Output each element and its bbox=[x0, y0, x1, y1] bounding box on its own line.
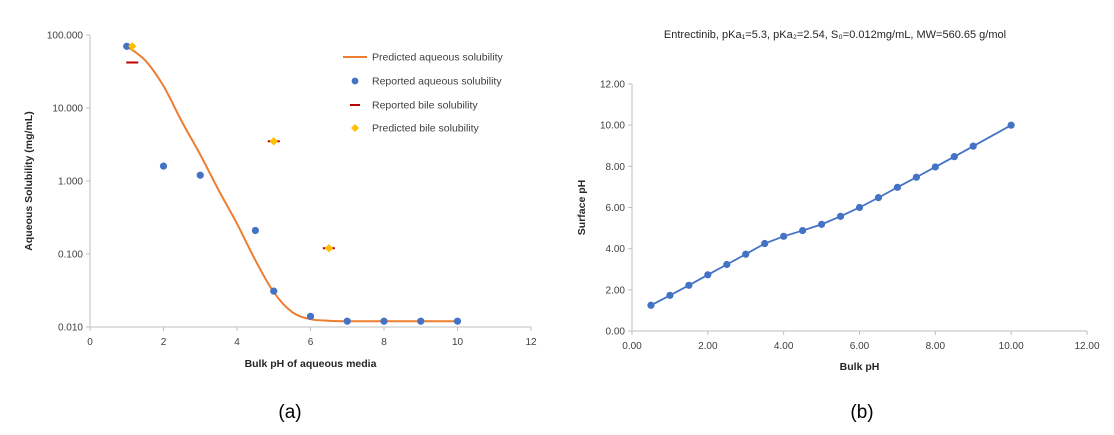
surface-ph-point bbox=[855, 203, 864, 212]
y-tick-label: 0.010 bbox=[58, 323, 83, 334]
legend-label: Predicted aqueous solubility bbox=[372, 52, 503, 64]
y-tick-label: 100.000 bbox=[47, 31, 84, 42]
y-tick-label: 10.00 bbox=[600, 121, 625, 132]
x-tick-label: 8.00 bbox=[926, 341, 946, 352]
surface-ph-chart: Entrectinib, pKa₁=5.3, pKa₂=2.54, S₀=0.0… bbox=[576, 29, 1100, 423]
y-tick-label: 0.00 bbox=[606, 327, 626, 338]
legend-label: Reported aqueous solubility bbox=[372, 76, 502, 88]
x-tick-label: 4 bbox=[234, 337, 240, 348]
x-tick-label: 12 bbox=[525, 337, 537, 348]
predicted-bile-point bbox=[269, 137, 278, 146]
panel-label: (a) bbox=[278, 402, 301, 423]
predicted-aqueous-solubility-line bbox=[126, 45, 458, 323]
reported-aqueous-point bbox=[196, 171, 204, 179]
surface-ph-point bbox=[817, 220, 826, 228]
x-tick-label: 4.00 bbox=[774, 341, 794, 352]
x-axis-title: Bulk pH bbox=[840, 361, 880, 373]
surface-ph-point bbox=[742, 250, 750, 258]
x-tick-label: 2 bbox=[161, 337, 167, 348]
surface-ph-point bbox=[874, 194, 883, 202]
reported-aqueous-point bbox=[159, 162, 168, 170]
y-axis-title: Aqueous Solubility (mg/mL) bbox=[23, 111, 35, 250]
reported-aqueous-point bbox=[270, 287, 278, 295]
surface-ph-point bbox=[685, 281, 693, 289]
surface-ph-point bbox=[950, 153, 958, 161]
y-tick-label: 0.100 bbox=[58, 250, 83, 261]
reported-aqueous-point bbox=[453, 317, 462, 325]
reported-aqueous-point bbox=[306, 312, 315, 320]
x-tick-label: 0 bbox=[87, 337, 93, 348]
surface-ph-point bbox=[666, 291, 674, 299]
surface-ph-point bbox=[761, 239, 769, 248]
x-tick-label: 12.00 bbox=[1074, 341, 1099, 352]
reported-aqueous-point bbox=[380, 317, 388, 325]
y-tick-label: 6.00 bbox=[606, 203, 626, 214]
surface-ph-point bbox=[647, 301, 655, 309]
x-tick-label: 6 bbox=[308, 337, 314, 348]
surface-ph-line bbox=[650, 124, 1012, 307]
x-tick-label: 10 bbox=[452, 337, 464, 348]
surface-ph-point bbox=[912, 173, 920, 181]
legend-label: Reported bile solubility bbox=[372, 100, 478, 112]
surface-ph-point bbox=[836, 212, 845, 220]
y-tick-label: 2.00 bbox=[606, 285, 626, 296]
chart-title: Entrectinib, pKa₁=5.3, pKa₂=2.54, S₀=0.0… bbox=[664, 29, 1006, 41]
legend-diamond-swatch bbox=[351, 124, 359, 132]
x-axis-title: Bulk pH of aqueous media bbox=[245, 358, 377, 370]
surface-ph-point bbox=[969, 142, 977, 150]
reported-aqueous-point bbox=[417, 317, 425, 325]
surface-ph-point bbox=[1007, 121, 1015, 129]
surface-ph-point bbox=[704, 271, 712, 279]
y-tick-label: 12.00 bbox=[600, 80, 625, 91]
reported-aqueous-point bbox=[343, 317, 351, 325]
y-axis-title: Surface pH bbox=[576, 180, 588, 235]
legend-label: Predicted bile solubility bbox=[372, 123, 480, 135]
y-tick-label: 1.000 bbox=[58, 177, 83, 188]
y-tick-label: 8.00 bbox=[606, 162, 626, 173]
panel-label: (b) bbox=[850, 402, 873, 423]
surface-ph-point bbox=[931, 163, 939, 171]
surface-ph-point bbox=[893, 183, 902, 191]
y-tick-label: 10.000 bbox=[52, 104, 83, 115]
predicted-bile-point bbox=[128, 42, 137, 51]
reported-aqueous-point bbox=[251, 226, 259, 235]
surface-ph-point bbox=[780, 232, 788, 240]
solubility-chart: 0 2 4 6 8 10 12 0.010 0.100 1.000 10.000 100.000 Bul… bbox=[23, 31, 537, 424]
x-tick-label: 6.00 bbox=[850, 341, 870, 352]
x-tick-label: 8 bbox=[381, 337, 387, 348]
x-tick-label: 2.00 bbox=[698, 341, 718, 352]
surface-ph-point bbox=[723, 260, 731, 269]
legend-circle-swatch bbox=[351, 77, 359, 85]
x-tick-label: 0.00 bbox=[622, 341, 642, 352]
x-tick-label: 10.00 bbox=[999, 341, 1024, 352]
predicted-bile-point bbox=[324, 244, 334, 253]
y-tick-label: 4.00 bbox=[606, 244, 626, 255]
reported-aqueous-point bbox=[123, 42, 131, 50]
surface-ph-point bbox=[799, 226, 807, 235]
